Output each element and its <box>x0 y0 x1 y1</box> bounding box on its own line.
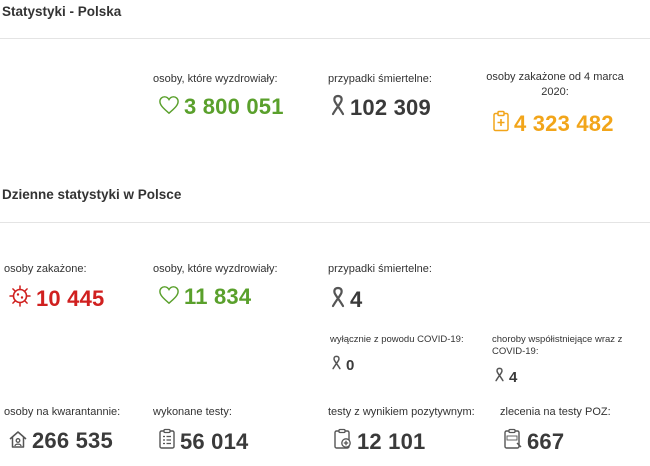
test-list-icon <box>158 428 176 455</box>
comorbid-label: choroby współistniejące wraz z COVID-19: <box>492 334 623 357</box>
house-icon <box>8 429 28 454</box>
daily-recovered-stat: 11 834 <box>158 284 251 310</box>
heart-icon <box>158 285 180 310</box>
divider <box>0 38 650 39</box>
poland-deaths-label: przypadki śmiertelne: <box>328 73 432 85</box>
poland-deaths-value: 102 309 <box>350 94 431 120</box>
poz-value: 667 <box>527 428 565 454</box>
covid-only-label: wyłącznie z powodu COVID-19: <box>330 334 464 345</box>
positive-tests-label: testy z wynikiem pozytywnym: <box>328 406 475 418</box>
covid-only-value: 0 <box>346 356 355 374</box>
ribbon-icon <box>330 94 346 121</box>
tests-value: 56 014 <box>180 428 249 454</box>
poland-infected-stat: 4 323 482 <box>492 110 614 137</box>
daily-recovered-label: osoby, które wyzdrowiały: <box>153 263 278 275</box>
poland-recovered-value: 3 800 051 <box>184 94 284 119</box>
poz-label: zlecenia na testy POZ: <box>500 406 611 418</box>
daily-deaths-label: przypadki śmiertelne: <box>328 263 432 275</box>
ribbon-icon <box>330 286 346 313</box>
positive-test-icon <box>333 428 353 455</box>
daily-deaths-stat: 4 <box>330 286 362 313</box>
tests-label: wykonane testy: <box>153 406 232 418</box>
virus-icon <box>8 284 32 313</box>
comorbid-value: 4 <box>509 368 518 386</box>
positive-tests-stat: 12 101 <box>333 428 426 455</box>
poland-stats-title: Statystyki - Polska <box>2 4 122 19</box>
covid-only-stat: 0 <box>331 355 354 375</box>
poland-recovered-label: osoby, które wyzdrowiały: <box>153 73 278 85</box>
poland-deaths-stat: 102 309 <box>330 94 431 121</box>
quarantine-stat: 266 535 <box>8 428 113 454</box>
daily-recovered-value: 11 834 <box>184 284 252 309</box>
quarantine-value: 266 535 <box>32 428 113 453</box>
daily-infected-value: 10 445 <box>36 285 105 311</box>
tests-stat: 56 014 <box>158 428 249 455</box>
heart-icon <box>158 95 180 120</box>
clipboard-medical-icon <box>492 110 510 137</box>
daily-stats-title: Dzienne statystyki w Polsce <box>2 187 182 202</box>
poland-infected-value: 4 323 482 <box>514 110 614 136</box>
poz-stat: 667 <box>503 428 564 455</box>
daily-infected-label: osoby zakażone: <box>4 263 87 275</box>
poland-infected-label: osoby zakażone od 4 marca 2020: <box>486 71 624 98</box>
daily-infected-stat: 10 445 <box>8 284 105 313</box>
ribbon-icon <box>494 367 505 387</box>
daily-deaths-value: 4 <box>350 286 363 312</box>
poz-order-icon <box>503 428 523 455</box>
ribbon-icon <box>331 355 342 375</box>
poland-recovered-stat: 3 800 051 <box>158 94 284 120</box>
comorbid-stat: 4 <box>494 367 517 387</box>
quarantine-label: osoby na kwarantannie: <box>4 406 121 418</box>
divider <box>0 222 650 223</box>
positive-tests-value: 12 101 <box>357 428 426 454</box>
